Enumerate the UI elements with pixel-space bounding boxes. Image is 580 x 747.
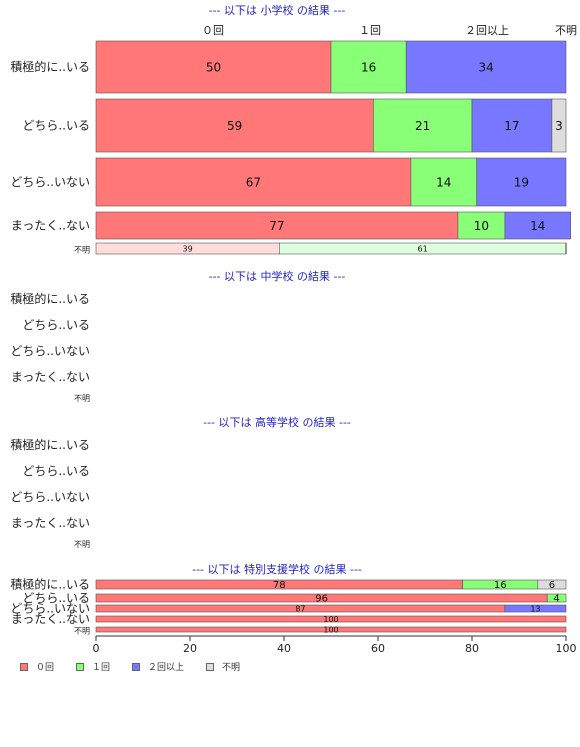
category-header-label: ２回以上 (465, 24, 509, 37)
x-axis-tick-label: 20 (183, 642, 197, 655)
data-label: 14 (530, 219, 545, 233)
bar-segment (372, 98, 473, 153)
row-label: どちら..いない (10, 175, 90, 189)
legend-swatch (206, 662, 215, 671)
row-label: まったく..ない (11, 612, 90, 626)
bar-segment (95, 626, 567, 633)
legend-item: ２回以上 (132, 660, 184, 673)
bar-segment (476, 157, 567, 207)
bar-segment (405, 40, 567, 94)
bar-segment (95, 40, 332, 94)
data-label: 59 (227, 119, 242, 133)
bar-segment (546, 593, 567, 603)
data-label: 77 (269, 219, 284, 233)
legend-swatch (20, 662, 28, 671)
row-label: 積極的に..いる (10, 577, 90, 592)
row-label: 不明 (74, 627, 90, 636)
legend-swatch (132, 662, 141, 671)
row-label: どちら..いない (10, 490, 90, 504)
bar-segment (95, 98, 374, 153)
data-label: 67 (246, 175, 261, 189)
data-label: 39 (183, 244, 193, 253)
legend: ０回 １回 ２回以上 不明 (20, 660, 240, 673)
bar-segment (504, 211, 571, 240)
group-title: --- 以下は 中学校 の結果 --- (209, 269, 346, 283)
row-label: 積極的に..いる (10, 291, 90, 306)
row-label: まったく..ない (11, 516, 90, 530)
category-header-label: １回 (359, 24, 381, 37)
data-label: 78 (273, 580, 286, 591)
legend-label: ０回 (36, 663, 55, 673)
row-label: どちら..いない (10, 344, 90, 358)
category-header-label: ０回 (202, 24, 224, 37)
group-title: --- 以下は 特別支援学校 の結果 --- (192, 562, 362, 576)
data-label: 10 (474, 219, 489, 233)
row-label: どちら..いない (10, 602, 90, 616)
x-axis-tick-label: 0 (93, 642, 100, 655)
data-label: 17 (504, 119, 519, 133)
data-label: 14 (436, 175, 451, 189)
legend-swatch (76, 662, 85, 671)
x-axis-tick-label: 60 (371, 642, 385, 655)
bar-segment (95, 157, 412, 207)
bar-segment (95, 615, 567, 623)
data-label: 21 (415, 119, 430, 133)
row-label: どちら..いる (22, 591, 90, 605)
bar-segment (330, 40, 407, 94)
data-label: 16 (361, 60, 376, 74)
category-header-label: 不明 (555, 24, 577, 37)
row-label: まったく..ない (11, 370, 90, 384)
row-label: どちら..いる (22, 464, 90, 478)
legend-item: 不明 (206, 660, 240, 673)
data-label: 4 (553, 594, 559, 605)
data-label: 96 (315, 594, 328, 605)
bar-segment (551, 98, 567, 153)
x-axis-tick-label: 100 (556, 642, 577, 655)
bar-segment (95, 211, 459, 240)
row-label: どちら..いる (22, 119, 90, 133)
data-label: 61 (418, 244, 428, 253)
legend-label: 不明 (222, 663, 241, 673)
bar-segment (410, 157, 477, 207)
row-label: 不明 (74, 246, 90, 255)
group-title: --- 以下は 小学校 の結果 --- (209, 3, 346, 17)
group-title: --- 以下は 高等学校 の結果 --- (203, 415, 351, 429)
data-label: 3 (555, 119, 563, 133)
legend-label: ２回以上 (148, 663, 185, 673)
x-axis-tick-label: 40 (277, 642, 291, 655)
data-label: 87 (295, 604, 305, 613)
bar-segment (457, 211, 506, 240)
row-label: どちら..いる (22, 318, 90, 332)
data-label: 50 (206, 60, 221, 74)
data-label: 100 (323, 625, 338, 634)
x-axis-tick-label: 80 (465, 642, 479, 655)
bar-segment (504, 604, 567, 613)
row-label: 不明 (74, 394, 90, 403)
bar-segment (537, 579, 567, 590)
row-label: 積極的に..いる (10, 59, 90, 74)
data-label: 34 (478, 60, 493, 74)
bar-segment (471, 98, 553, 153)
data-label: 13 (530, 604, 540, 613)
data-label: 6 (549, 580, 555, 591)
data-label: 100 (323, 615, 338, 624)
legend-item: １回 (76, 660, 110, 673)
legend-item: ０回 (20, 660, 54, 673)
row-label: まったく..ない (11, 219, 90, 233)
data-label: 19 (514, 175, 529, 189)
legend-label: １回 (92, 663, 111, 673)
row-label: 積極的に..いる (10, 437, 90, 452)
data-label: 16 (494, 580, 507, 591)
row-label: 不明 (74, 540, 90, 549)
